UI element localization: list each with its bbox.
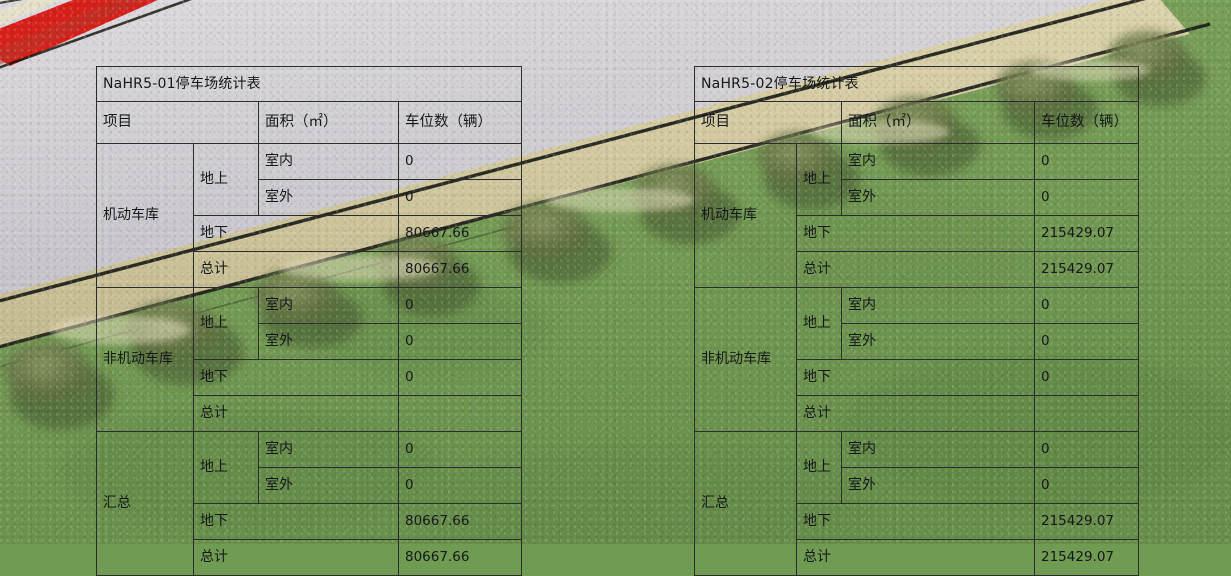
column-header-area: 面积（㎡） [841, 101, 1035, 144]
sublevel-outdoor: 室外 [258, 179, 399, 216]
area-value: 0 [1033, 179, 1140, 216]
level-total: 总计 [193, 251, 399, 288]
red-road-marking [0, 0, 158, 66]
table-header-row: 项目 面积（㎡） 车位数（辆） [96, 101, 523, 144]
table-row: 总计 80667.66 2412 [97, 251, 523, 288]
group-label-nonmotor: 非机动车库 [96, 287, 194, 432]
table-title: NaHR5-02停车场统计表 [693, 66, 1140, 102]
area-value: 0 [1033, 323, 1140, 360]
table-row: 室外 0 0 [97, 467, 523, 504]
area-value: 80667.66 [397, 251, 523, 288]
level-aboveground: 地上 [193, 143, 259, 216]
column-header-spaces: 车位数（辆） [397, 101, 523, 144]
level-underground: 地下 [193, 503, 399, 540]
area-value: 80667.66 [397, 503, 523, 540]
area-value: 0 [397, 467, 523, 504]
area-value: 215429.07 [1033, 251, 1140, 288]
column-header-spaces: 车位数（辆） [1033, 101, 1140, 144]
column-header-item: 项目 [96, 101, 259, 144]
table-row: 地下 80667.66 2412 [97, 215, 523, 252]
level-aboveground: 地上 [796, 431, 842, 504]
sublevel-outdoor: 室外 [258, 323, 399, 360]
sublevel-indoor: 室内 [841, 287, 1035, 324]
sublevel-outdoor: 室外 [258, 467, 399, 504]
area-value: 0 [397, 143, 523, 180]
parking-statistics-table-right: NaHR5-02停车场统计表 项目 面积（㎡） 车位数（辆） 机动车库 地上 室内… [693, 66, 1140, 576]
level-aboveground: 地上 [796, 143, 842, 216]
table-row: 总计 [97, 395, 523, 432]
level-aboveground: 地上 [193, 287, 259, 360]
level-underground: 地下 [796, 503, 1035, 540]
area-value: 0 [397, 323, 523, 360]
sublevel-outdoor: 室外 [841, 179, 1035, 216]
group-label-nonmotor: 非机动车库 [694, 287, 797, 432]
sublevel-indoor: 室内 [258, 143, 399, 180]
parking-statistics-table-left: NaHR5-01停车场统计表 项目 面积（㎡） 车位数（辆） 机动车库 地上 室内… [95, 66, 523, 576]
table-row: 室外 0 0 [695, 179, 1140, 216]
table-row: 地下 80667.66 2412 [97, 503, 523, 540]
level-total: 总计 [796, 539, 1035, 576]
table-title: NaHR5-01停车场统计表 [95, 66, 523, 102]
table-row: 地下 0 0 [695, 359, 1140, 396]
area-value: 0 [1033, 287, 1140, 324]
level-aboveground: 地上 [193, 431, 259, 504]
area-value [397, 395, 523, 432]
area-value: 215429.07 [1033, 539, 1140, 576]
level-aboveground: 地上 [796, 287, 842, 360]
level-total: 总计 [193, 539, 399, 576]
group-label-motor: 机动车库 [96, 143, 194, 288]
area-value: 215429.07 [1033, 215, 1140, 252]
group-label-motor: 机动车库 [694, 143, 797, 288]
area-value: 0 [397, 287, 523, 324]
group-label-summary: 汇总 [96, 431, 194, 576]
area-value: 0 [1033, 467, 1140, 504]
sublevel-outdoor: 室外 [841, 467, 1035, 504]
area-value: 0 [397, 359, 523, 396]
column-header-item: 项目 [694, 101, 842, 144]
level-underground: 地下 [193, 359, 399, 396]
sublevel-indoor: 室内 [841, 143, 1035, 180]
area-value: 0 [1033, 359, 1140, 396]
table-row: 地下 0 0 [97, 359, 523, 396]
level-underground: 地下 [193, 215, 399, 252]
area-value: 80667.66 [397, 215, 523, 252]
area-value: 0 [397, 179, 523, 216]
sublevel-indoor: 室内 [841, 431, 1035, 468]
table-header-row: 项目 面积（㎡） 车位数（辆） [694, 101, 1140, 144]
area-value: 0 [1033, 143, 1140, 180]
area-value: 80667.66 [397, 539, 523, 576]
level-total: 总计 [193, 395, 399, 432]
level-total: 总计 [796, 251, 1035, 288]
table-title-row: NaHR5-01停车场统计表 [95, 66, 523, 102]
level-underground: 地下 [796, 359, 1035, 396]
level-total: 总计 [796, 395, 1035, 432]
table-title-row: NaHR5-02停车场统计表 [693, 66, 1140, 102]
area-value: 0 [1033, 431, 1140, 468]
area-value: 0 [397, 431, 523, 468]
group-label-summary: 汇总 [694, 431, 797, 576]
sublevel-indoor: 室内 [258, 287, 399, 324]
sublevel-indoor: 室内 [258, 431, 399, 468]
sublevel-outdoor: 室外 [841, 323, 1035, 360]
area-value [1033, 395, 1140, 432]
table-row: 室外 0 0 [97, 323, 523, 360]
level-underground: 地下 [796, 215, 1035, 252]
table-row: 室外 0 0 [97, 179, 523, 216]
column-header-area: 面积（㎡） [258, 101, 399, 144]
area-value: 215429.07 [1033, 503, 1140, 540]
